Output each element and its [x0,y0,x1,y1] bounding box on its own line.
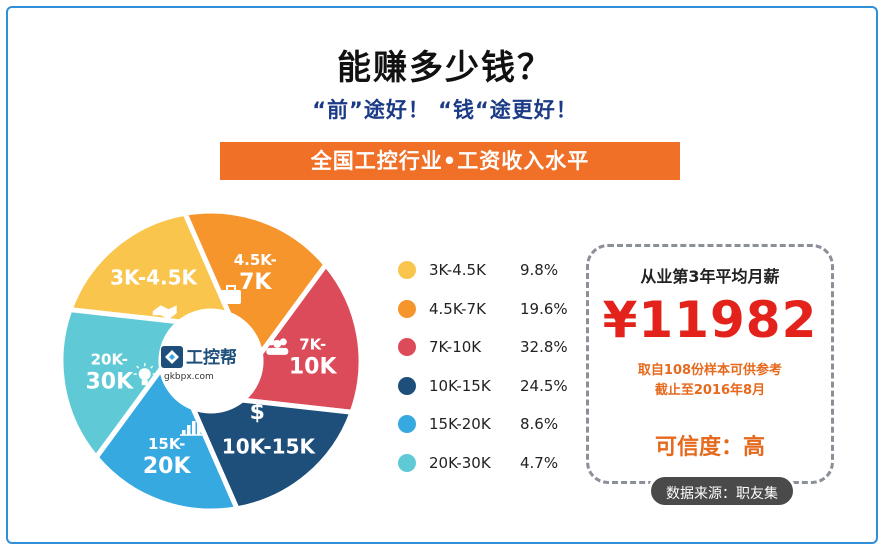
legend-swatch [398,376,416,395]
segment-label-top: 7K- [299,335,326,353]
legend-label: 20K-30K [429,453,491,472]
logo-domain: gkbpx.com [164,372,214,382]
legend-item: 20K-30K 4.7% [396,449,576,488]
segment-label-bottom: 10K [289,354,338,379]
legend-swatch [398,299,416,318]
segment-label-bottom: 30K [85,370,134,395]
average-salary-value: ¥11982 [602,291,818,349]
logo-mark-icon [161,346,183,368]
segment-label: 10K-15K [222,434,317,458]
chart-legend: 3K-4.5K 9.8% 4.5K-7K 19.6% 7K-10K 32.8% 10K-15… [396,256,576,487]
segment-3K-4.5K [66,210,235,325]
segment-label-bottom: 20K [143,454,192,479]
salary-card-title: 从业第3年平均月薪 [640,267,780,286]
sample-note: 取自108份样本可供参考 [637,363,783,378]
outer-frame [6,6,878,544]
legend-item: 3K-4.5K 9.8% [396,256,576,295]
legend-item: 7K-10K 32.8% [396,333,576,372]
svg-text:$: $ [250,400,265,425]
salary-card: 从业第3年平均月薪 ¥11982 取自108份样本可供参考 截止至2016年8月… [586,244,834,484]
legend-swatch [398,338,416,356]
legend-item: 10K-15K 24.5% [396,372,576,411]
lightbulb-icon [133,363,156,386]
legend-label: 15K-20K [429,415,491,433]
legend-value: 4.7% [520,453,559,472]
salary-donut-chart: 3K-4.5K 4.5K-7K 7K-10K 10K-15K 15K-20K 20K-30… [58,208,364,514]
legend-value: 8.6% [520,415,559,433]
segment-15K-20K [92,362,241,514]
legend-label: 3K-4.5K [429,261,486,279]
legend-value: 9.8% [520,261,559,279]
legend-swatch [398,415,416,433]
logo-name: 工控帮 [186,347,237,368]
reliability-label: 可信度：高 [654,435,765,460]
page-subtitle: “前”途好！ “钱“途更好！ [312,98,578,122]
legend-label: 4.5K-7K [429,299,486,318]
segment-label: 3K-4.5K [110,266,198,290]
legend-swatch [398,261,416,279]
segment-7K-10K [235,260,364,416]
date-note: 截止至2016年8月 [654,383,766,398]
segment-4.5K-7K [181,208,330,360]
data-source-badge: 数据来源：职友集 [648,474,796,508]
segment-label-bottom: 7K [239,270,272,295]
dollar-icon: $ [250,400,265,425]
center-logo: 工控帮 gkbpx.com [161,346,237,382]
legend-value: 32.8% [520,338,568,356]
briefcase-icon [221,285,241,304]
donut-icons: $ [133,285,289,436]
page-title: 能赚多少钱？ [337,48,553,88]
handshake-icon [152,305,177,320]
legend-item: 15K-20K 8.6% [396,410,576,449]
legend-swatch [398,453,416,472]
legend-value: 24.5% [520,376,568,395]
donut-segment-labels: 3K-4.5K 4.5K-7K 7K-10K 10K-15K 15K-20K 20K-30… [85,251,337,479]
legend-item: 4.5K-7K 19.6% [396,295,576,334]
donut-segments [58,208,364,514]
section-banner: 全国工控行业•工资收入水平 [220,142,680,180]
segment-label-top: 20K- [91,351,128,369]
bar-chart-icon [180,421,202,436]
legend-value: 19.6% [520,299,568,318]
segment-label-top: 4.5K- [234,251,277,269]
segment-label-top: 15K- [148,435,185,453]
segment-10K-15K [187,397,356,512]
legend-label: 7K-10K [429,338,482,356]
legend-label: 10K-15K [429,376,491,395]
people-icon [266,338,289,355]
